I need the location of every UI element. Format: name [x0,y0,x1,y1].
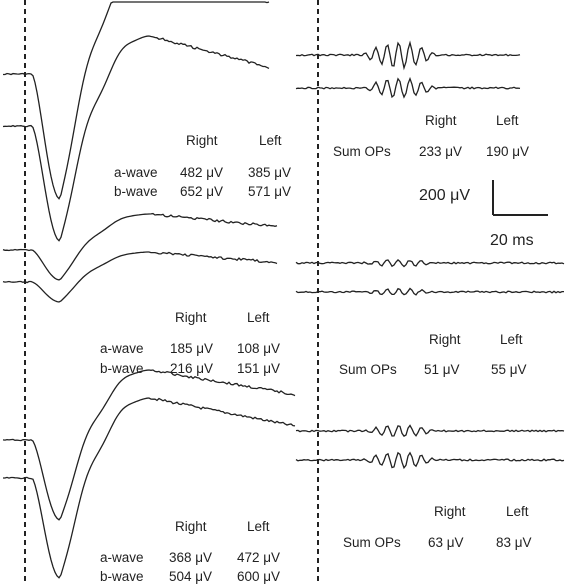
panel1-erg-trace-left [3,36,269,241]
panel1-ops-trace-left [296,79,520,97]
panel2-a-wave-label: a-wave [100,342,144,356]
panel2-ops-col-left: Left [500,333,523,347]
scale-amplitude-label: 200 μV [419,188,470,204]
panel2-erg-col-left: Left [247,311,270,325]
panel3-b-wave-left: 600 μV [237,570,280,584]
panel1-sum-ops-right: 233 μV [419,145,462,159]
panel1-b-wave-left: 571 μV [248,185,291,199]
panel3-ops-trace-left [296,453,564,468]
panel3-sum-ops-label: Sum OPs [343,536,401,550]
panel2-sum-ops-left: 55 μV [491,363,527,377]
panel3-ops-col-left: Left [506,505,529,519]
panel3-ops-col-right: Right [434,505,466,519]
panel2-b-wave-label: b-wave [100,362,144,376]
panel1-a-wave-left: 385 μV [248,166,291,180]
panel1-erg-col-right: Right [186,134,218,148]
panel2-erg-col-right: Right [175,311,207,325]
panel2-sum-ops-label: Sum OPs [339,363,397,377]
panel1-b-wave-right: 652 μV [180,185,223,199]
scale-bar [493,180,548,215]
panel2-b-wave-left: 151 μV [237,362,280,376]
panel3-a-wave-right: 368 μV [169,551,212,565]
panel3-b-wave-right: 504 μV [169,570,212,584]
panel2-a-wave-left: 108 μV [237,342,280,356]
scale-time-label: 20 ms [490,233,534,249]
panel2-ops-col-right: Right [429,333,461,347]
panel2-a-wave-right: 185 μV [170,342,213,356]
panel1-sum-ops-left: 190 μV [486,145,529,159]
panel1-erg-col-left: Left [259,134,282,148]
panel2-erg-trace-left [3,252,277,302]
panel1-ops-col-right: Right [425,114,457,128]
panel3-sum-ops-right: 63 μV [428,536,464,550]
panel3-ops-trace-right [296,426,564,437]
panel2-ops-trace-right [296,260,564,267]
panel1-ops-col-left: Left [496,114,519,128]
panel3-b-wave-label: b-wave [100,570,144,584]
panel1-a-wave-right: 482 μV [180,166,223,180]
panel1-a-wave-label: a-wave [114,166,158,180]
panel3-erg-col-right: Right [175,520,207,534]
panel2-ops-trace-left [296,289,564,295]
panel2-sum-ops-right: 51 μV [424,363,460,377]
panel1-sum-ops-label: Sum OPs [333,145,391,159]
panel2-b-wave-right: 216 μV [170,362,213,376]
panel3-a-wave-left: 472 μV [237,551,280,565]
panel3-erg-col-left: Left [247,520,270,534]
panel3-sum-ops-left: 83 μV [496,536,532,550]
panel3-erg-trace-right [3,370,295,520]
panel1-ops-trace-right [296,43,520,68]
panel3-a-wave-label: a-wave [100,551,144,565]
panel1-b-wave-label: b-wave [114,185,158,199]
panel2-erg-trace-right [3,214,277,280]
